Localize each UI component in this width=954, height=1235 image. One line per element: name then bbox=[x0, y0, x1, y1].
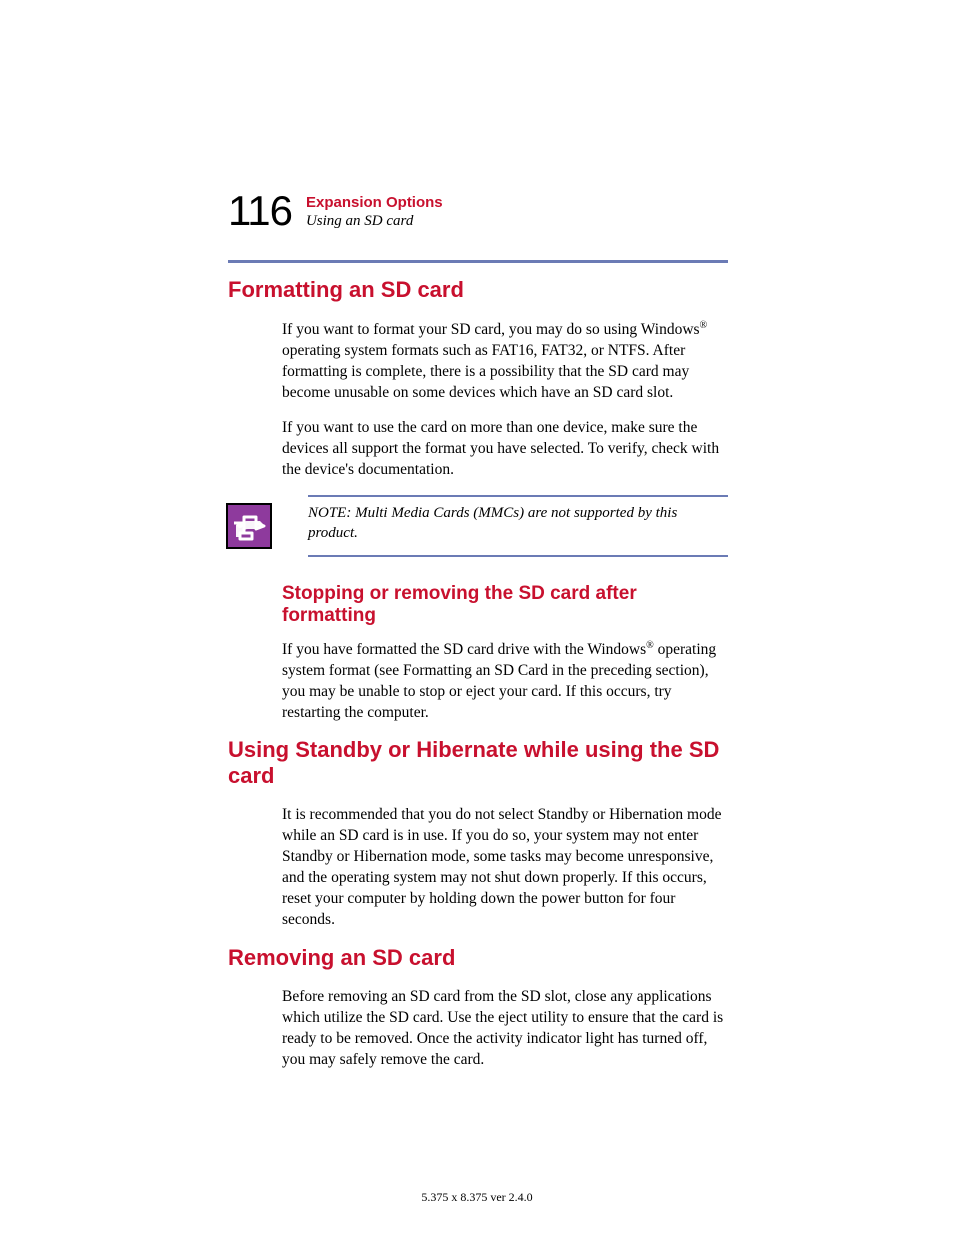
page-header: 116 Expansion Options Using an SD card bbox=[228, 190, 728, 232]
paragraph: It is recommended that you do not select… bbox=[282, 805, 728, 931]
footer-version: 5.375 x 8.375 ver 2.4.0 bbox=[0, 1190, 954, 1205]
section-subtitle: Using an SD card bbox=[306, 213, 443, 230]
note-text: NOTE: Multi Media Cards (MMCs) are not s… bbox=[308, 503, 728, 544]
note-callout: NOTE: Multi Media Cards (MMCs) are not s… bbox=[226, 495, 728, 557]
note-rule bbox=[308, 555, 728, 557]
heading-stopping: Stopping or removing the SD card after f… bbox=[282, 583, 728, 627]
paragraph: If you want to use the card on more than… bbox=[282, 418, 728, 481]
note-rule bbox=[308, 495, 728, 497]
body-block: Before removing an SD card from the SD s… bbox=[282, 987, 728, 1071]
heading-standby: Using Standby or Hibernate while using t… bbox=[228, 737, 728, 789]
heading-formatting: Formatting an SD card bbox=[228, 277, 728, 303]
note-hand-icon bbox=[226, 503, 272, 549]
paragraph: If you have formatted the SD card drive … bbox=[282, 639, 728, 724]
chapter-title: Expansion Options bbox=[306, 194, 443, 211]
paragraph: Before removing an SD card from the SD s… bbox=[282, 987, 728, 1071]
heading-removing: Removing an SD card bbox=[228, 945, 728, 971]
page-number: 116 bbox=[228, 190, 292, 232]
divider-rule bbox=[228, 260, 728, 263]
subsection: Stopping or removing the SD card after f… bbox=[282, 583, 728, 724]
page-content: 116 Expansion Options Using an SD card F… bbox=[228, 190, 728, 1085]
paragraph: If you want to format your SD card, you … bbox=[282, 319, 728, 404]
body-block: It is recommended that you do not select… bbox=[282, 805, 728, 931]
header-titles: Expansion Options Using an SD card bbox=[306, 190, 443, 230]
body-block: If you want to format your SD card, you … bbox=[282, 319, 728, 481]
